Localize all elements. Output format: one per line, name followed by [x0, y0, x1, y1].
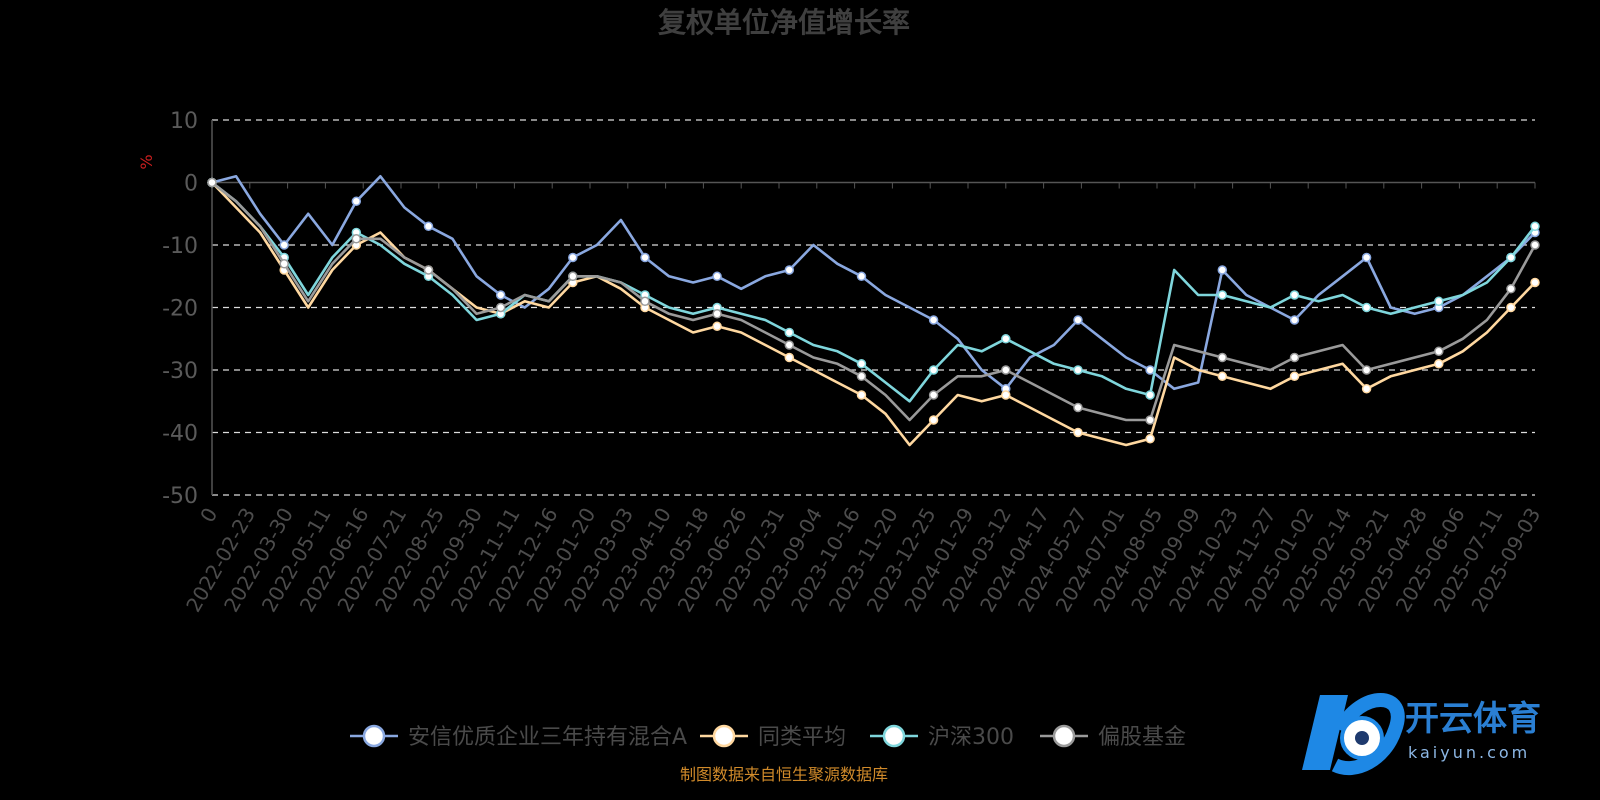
legend-label: 沪深300 — [928, 725, 1014, 750]
series-point[interactable] — [1434, 346, 1444, 357]
series-point[interactable] — [1361, 365, 1372, 375]
legend-marker — [712, 724, 736, 748]
y-tick-label: -50 — [162, 484, 198, 509]
series-point[interactable] — [423, 265, 434, 275]
series-point[interactable] — [1361, 302, 1372, 313]
legend-item-2[interactable]: 沪深300 — [870, 724, 1014, 750]
legend-item-0[interactable]: 安信优质企业三年持有混合A — [350, 724, 687, 750]
series-point[interactable] — [279, 240, 289, 250]
legend-label: 安信优质企业三年持有混合A — [408, 725, 687, 750]
legend-marker — [362, 724, 386, 748]
legend-label: 同类平均 — [758, 725, 846, 750]
series-point[interactable] — [1217, 265, 1228, 275]
series-point[interactable] — [1530, 221, 1540, 232]
series-point[interactable] — [1145, 365, 1155, 375]
series-point[interactable] — [1145, 390, 1155, 400]
series-point[interactable] — [1289, 371, 1300, 382]
legend-label: 偏股基金 — [1098, 725, 1186, 750]
y-tick-label: -10 — [162, 234, 198, 259]
series-point[interactable] — [784, 327, 795, 338]
y-tick-label: -20 — [162, 297, 198, 322]
source-note: 制图数据来自恒生聚源数据库 — [680, 765, 888, 784]
series-point[interactable] — [495, 302, 506, 313]
series-point[interactable] — [856, 371, 867, 382]
series-point[interactable] — [1361, 384, 1372, 394]
series-point[interactable] — [1289, 315, 1300, 325]
series-point[interactable] — [1361, 252, 1372, 263]
x-tick-label: 0 — [195, 504, 222, 527]
series-point[interactable] — [351, 196, 362, 207]
series-point[interactable] — [784, 352, 795, 363]
series-point[interactable] — [784, 340, 795, 350]
logo-ball-patch — [1355, 731, 1369, 745]
series-point[interactable] — [1073, 365, 1083, 375]
y-tick-labels: 10 0 -10 -20 -30 -40 -50 — [162, 109, 198, 509]
series-point[interactable] — [207, 177, 217, 188]
legend-item-3[interactable]: 偏股基金 — [1040, 724, 1186, 750]
series-point[interactable] — [423, 221, 434, 232]
series-point[interactable] — [928, 315, 939, 325]
series-point[interactable] — [495, 290, 506, 300]
series-line-2[interactable] — [211, 181, 1537, 403]
series-point[interactable] — [928, 365, 939, 375]
x-tick-labels: 02022-02-232022-03-302022-05-112022-06-1… — [181, 503, 1545, 616]
legend[interactable]: 安信优质企业三年持有混合A 同类平均 沪深300 偏股基金 — [350, 724, 1186, 750]
series-point[interactable] — [640, 252, 650, 263]
series-line-0[interactable] — [211, 175, 1536, 391]
legend-marker — [1052, 724, 1076, 748]
series-point[interactable] — [1434, 359, 1444, 369]
series-point[interactable] — [351, 234, 362, 244]
series-point[interactable] — [1073, 427, 1083, 438]
series-point[interactable] — [1434, 296, 1444, 307]
series-point[interactable] — [1289, 290, 1300, 300]
y-tick-label: 0 — [184, 172, 198, 197]
series-point[interactable] — [279, 259, 289, 269]
series-point[interactable] — [1530, 240, 1540, 250]
legend-marker — [882, 724, 906, 748]
watermark-name: 开云体育 — [1405, 699, 1541, 739]
series-line-3[interactable] — [211, 181, 1537, 422]
series-point[interactable] — [1145, 415, 1155, 425]
series-layer — [207, 175, 1540, 447]
series-point[interactable] — [1001, 390, 1011, 400]
chart-title: 复权单位净值增长率 — [658, 6, 910, 39]
series-point[interactable] — [1217, 352, 1228, 363]
y-tick-label: -40 — [162, 422, 198, 447]
series-point[interactable] — [1145, 434, 1155, 444]
logo-swoosh-icon — [1331, 693, 1405, 776]
series-point[interactable] — [856, 390, 867, 400]
legend-item-1[interactable]: 同类平均 — [700, 724, 846, 750]
logo-k-icon — [1302, 695, 1348, 770]
series-point[interactable] — [1217, 290, 1228, 300]
series-point[interactable] — [1530, 277, 1540, 288]
series-point[interactable] — [856, 359, 867, 369]
series-point[interactable] — [928, 390, 939, 400]
series-point[interactable] — [1289, 352, 1300, 363]
series-point[interactable] — [1001, 365, 1011, 375]
series-point[interactable] — [1506, 284, 1516, 294]
series-point[interactable] — [1073, 402, 1083, 413]
watermark-domain: kaiyun.com — [1408, 743, 1530, 762]
y-axis-label: % — [137, 154, 156, 169]
series-point[interactable] — [712, 309, 722, 319]
grid-layer — [211, 119, 1536, 496]
series-point[interactable] — [1506, 302, 1516, 313]
series-point[interactable] — [1217, 371, 1228, 382]
y-tick-label: -30 — [162, 359, 198, 384]
series-point[interactable] — [640, 296, 650, 307]
series-point[interactable] — [568, 271, 578, 282]
series-point[interactable] — [568, 252, 578, 263]
series-point[interactable] — [784, 265, 795, 275]
series-point[interactable] — [928, 415, 939, 425]
series-point[interactable] — [1073, 315, 1083, 325]
series-point[interactable] — [856, 271, 867, 282]
series-point[interactable] — [712, 271, 722, 282]
y-tick-label: 10 — [170, 109, 198, 134]
series-point[interactable] — [1506, 252, 1516, 263]
series-point[interactable] — [1001, 334, 1011, 344]
series-line-1[interactable] — [211, 181, 1536, 447]
series-point[interactable] — [712, 321, 722, 332]
watermark-logo: 开云体育 kaiyun.com — [1302, 693, 1541, 776]
